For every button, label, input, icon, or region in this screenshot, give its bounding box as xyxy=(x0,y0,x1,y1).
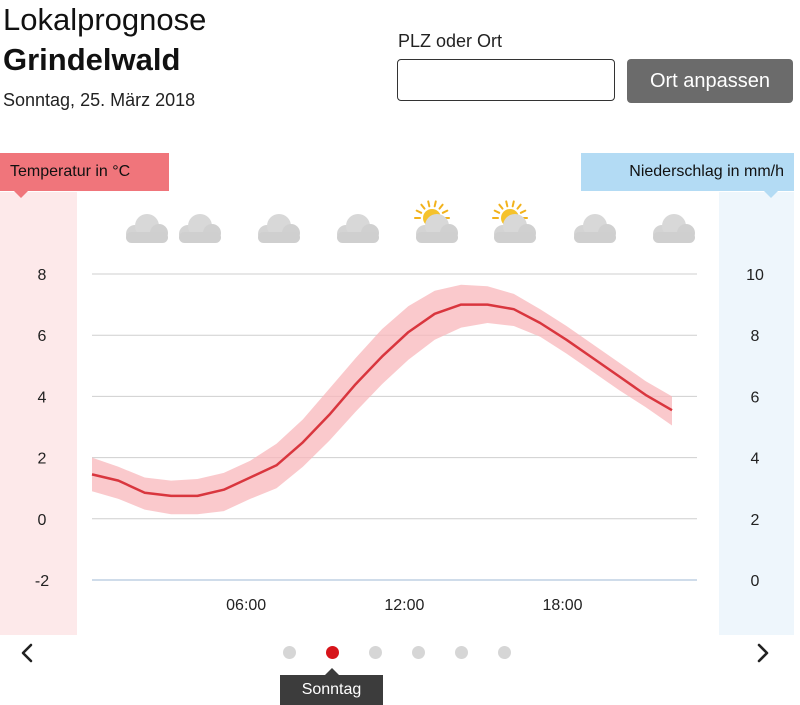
day-dot[interactable] xyxy=(283,646,296,659)
chart-grid xyxy=(92,273,697,581)
cloud-part xyxy=(258,232,300,243)
x-tick-label: 12:00 xyxy=(384,597,424,614)
previous-day-button[interactable] xyxy=(12,638,42,668)
y-tick-label: 8 xyxy=(38,267,47,284)
y2-tick-label: 4 xyxy=(751,451,760,468)
location-title: Grindelwald xyxy=(3,42,181,77)
sun-ray xyxy=(511,200,515,208)
plz-label: PLZ oder Ort xyxy=(398,31,503,51)
forecast-date: Sonntag, 25. März 2018 xyxy=(3,90,196,110)
cloud-icon xyxy=(653,214,695,243)
y-tick-label: 6 xyxy=(38,328,47,345)
y-axis-right-ticks: 0 2 4 6 8 10 xyxy=(746,267,764,590)
precipitation-legend-tag: Niederschlag in mm/h xyxy=(581,153,794,198)
next-day-button[interactable] xyxy=(748,638,778,668)
selected-day-tooltip: Sonntag xyxy=(280,668,383,705)
cloud-icon xyxy=(574,214,616,243)
sun-ray xyxy=(420,203,426,210)
day-dot[interactable] xyxy=(369,646,382,659)
x-axis-ticks: 06:00 12:00 18:00 xyxy=(226,597,583,614)
temperature-line-group xyxy=(91,303,673,498)
cloud-part xyxy=(337,232,379,243)
day-dot[interactable] xyxy=(326,646,339,659)
temperature-chart: -2 0 2 4 6 8 0 2 4 6 8 10 06:00 12:00 18:00 xyxy=(35,200,764,614)
cloud-part xyxy=(126,232,168,243)
ort-anpassen-button[interactable]: Ort anpassen xyxy=(627,59,793,103)
sun-ray xyxy=(493,209,501,214)
precipitation-axis-band xyxy=(719,192,794,635)
temperature-axis-band xyxy=(0,192,77,635)
sun-ray xyxy=(505,200,509,208)
temperature-range-band xyxy=(92,284,672,515)
sun-cloud-icon xyxy=(492,200,536,243)
sun-ray xyxy=(415,209,423,214)
y2-tick-label: 6 xyxy=(751,389,760,406)
temperature-legend-tag: Temperatur in °C xyxy=(0,153,169,198)
day-dot[interactable] xyxy=(455,646,468,659)
temperature-band-area xyxy=(92,284,672,515)
chevron-right-icon xyxy=(757,643,769,663)
cloud-icon xyxy=(126,214,168,243)
y-axis-left-ticks: -2 0 2 4 6 8 xyxy=(35,267,49,590)
cloud-part xyxy=(494,232,536,243)
cloud-icon xyxy=(337,214,379,243)
chevron-left-icon xyxy=(21,643,33,663)
weather-icons-row xyxy=(126,200,695,243)
y-tick-label: 2 xyxy=(38,451,47,468)
y2-tick-label: 2 xyxy=(751,512,760,529)
cloud-part xyxy=(179,232,221,243)
day-dot[interactable] xyxy=(498,646,511,659)
plz-input[interactable] xyxy=(397,59,615,101)
sun-ray xyxy=(516,203,522,210)
cloud-part xyxy=(653,232,695,243)
sun-ray xyxy=(498,203,504,210)
cloud-part xyxy=(416,232,458,243)
temperature-line xyxy=(91,303,673,498)
cloud-icon xyxy=(179,214,221,243)
sun-ray xyxy=(519,209,527,214)
y-tick-label: -2 xyxy=(35,573,49,590)
sun-cloud-icon xyxy=(414,200,458,243)
sun-ray xyxy=(433,200,437,208)
y-tick-label: 4 xyxy=(38,389,47,406)
sun-ray xyxy=(427,200,431,208)
sun-ray xyxy=(438,203,444,210)
y2-tick-label: 0 xyxy=(751,573,760,590)
x-tick-label: 06:00 xyxy=(226,597,266,614)
x-tick-label: 18:00 xyxy=(543,597,583,614)
sun-ray xyxy=(441,209,449,214)
page-subtitle: Lokalprognose xyxy=(3,2,207,37)
y2-tick-label: 8 xyxy=(751,328,760,345)
cloud-part xyxy=(574,232,616,243)
day-dot[interactable] xyxy=(412,646,425,659)
y-tick-label: 0 xyxy=(38,512,47,529)
cloud-icon xyxy=(258,214,300,243)
y2-tick-label: 10 xyxy=(746,267,764,284)
